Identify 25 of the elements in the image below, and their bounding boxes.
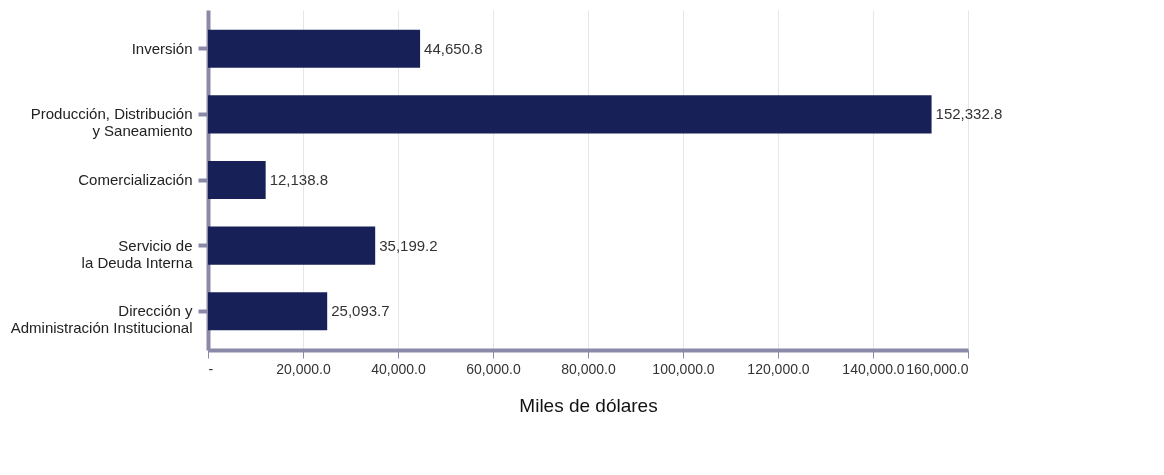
bar bbox=[208, 292, 328, 331]
data-label: 152,332.8 bbox=[935, 105, 1003, 123]
x-tick-label: 40,000.0 bbox=[371, 360, 426, 377]
data-label: 12,138.8 bbox=[269, 171, 329, 188]
y-tick-label: Producción, Distribución y Saneamiento bbox=[30, 105, 193, 140]
x-tick-label: - bbox=[208, 360, 214, 377]
y-tick-label: Dirección y Administración Institucional bbox=[10, 302, 193, 337]
x-tick-label: 80,000.0 bbox=[561, 360, 616, 377]
x-tick-label: 60,000.0 bbox=[466, 360, 521, 377]
bar bbox=[208, 29, 421, 68]
x-tick-label: 20,000.0 bbox=[276, 360, 331, 377]
bar bbox=[208, 160, 266, 200]
y-tick-label: Inversión bbox=[131, 39, 193, 57]
data-label: 44,650.8 bbox=[424, 39, 483, 57]
x-tick-label: 160,000.0 bbox=[906, 360, 969, 377]
bar bbox=[208, 226, 376, 265]
y-tick-label: Servicio de la Deuda Interna bbox=[81, 236, 194, 271]
x-tick-label: 140,000.0 bbox=[842, 360, 905, 377]
x-axis-title: Miles de dólares bbox=[519, 394, 658, 416]
data-label: 25,093.7 bbox=[331, 302, 390, 320]
data-label: 35,199.2 bbox=[379, 236, 438, 254]
x-tick-label: 100,000.0 bbox=[652, 360, 715, 377]
bar bbox=[208, 95, 932, 134]
x-tick-label: 120,000.0 bbox=[747, 360, 810, 377]
y-tick-label: Comercialización bbox=[78, 171, 193, 188]
